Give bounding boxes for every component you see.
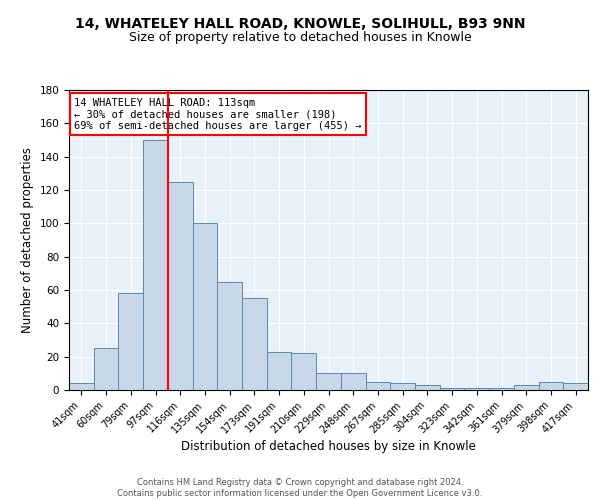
X-axis label: Distribution of detached houses by size in Knowle: Distribution of detached houses by size … [181, 440, 476, 453]
Bar [143, 140, 168, 390]
Bar [341, 374, 365, 390]
Bar [539, 382, 563, 390]
Bar [118, 294, 143, 390]
Bar [69, 384, 94, 390]
Text: 14 WHATELEY HALL ROAD: 113sqm
← 30% of detached houses are smaller (198)
69% of : 14 WHATELEY HALL ROAD: 113sqm ← 30% of d… [74, 98, 362, 130]
Bar [464, 388, 489, 390]
Bar [514, 385, 539, 390]
Text: Contains HM Land Registry data © Crown copyright and database right 2024.
Contai: Contains HM Land Registry data © Crown c… [118, 478, 482, 498]
Bar [316, 374, 341, 390]
Bar [415, 385, 440, 390]
Bar [563, 384, 588, 390]
Bar [267, 352, 292, 390]
Bar [292, 354, 316, 390]
Bar [365, 382, 390, 390]
Bar [489, 388, 514, 390]
Bar [193, 224, 217, 390]
Bar [94, 348, 118, 390]
Text: 14, WHATELEY HALL ROAD, KNOWLE, SOLIHULL, B93 9NN: 14, WHATELEY HALL ROAD, KNOWLE, SOLIHULL… [75, 18, 525, 32]
Y-axis label: Number of detached properties: Number of detached properties [21, 147, 34, 333]
Bar [242, 298, 267, 390]
Bar [168, 182, 193, 390]
Text: Size of property relative to detached houses in Knowle: Size of property relative to detached ho… [128, 31, 472, 44]
Bar [440, 388, 464, 390]
Bar [217, 282, 242, 390]
Bar [390, 384, 415, 390]
